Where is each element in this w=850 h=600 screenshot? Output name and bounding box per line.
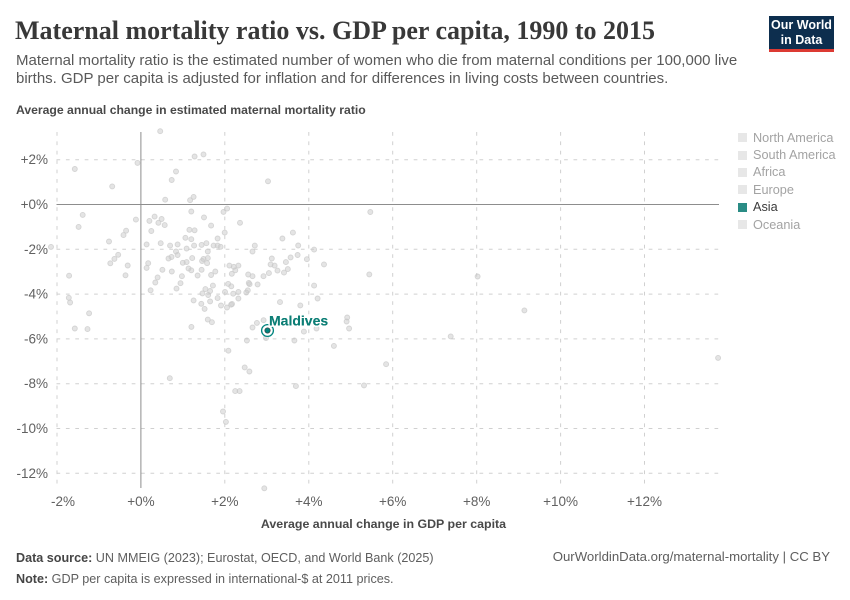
svg-text:+0%: +0% xyxy=(21,197,48,212)
svg-text:-2%: -2% xyxy=(24,242,48,257)
svg-text:+6%: +6% xyxy=(379,494,406,509)
svg-text:Maldives: Maldives xyxy=(269,313,328,329)
svg-text:+2%: +2% xyxy=(21,152,48,167)
svg-text:-2%: -2% xyxy=(51,494,75,509)
svg-text:-10%: -10% xyxy=(16,421,48,436)
svg-text:+8%: +8% xyxy=(463,494,490,509)
svg-text:+2%: +2% xyxy=(211,494,238,509)
svg-text:-12%: -12% xyxy=(16,466,48,481)
svg-text:+0%: +0% xyxy=(127,494,154,509)
svg-text:+4%: +4% xyxy=(295,494,322,509)
svg-text:-6%: -6% xyxy=(24,331,48,346)
svg-text:+12%: +12% xyxy=(627,494,662,509)
svg-text:Maldives: Maldives xyxy=(269,313,328,329)
svg-text:+10%: +10% xyxy=(543,494,578,509)
svg-text:-8%: -8% xyxy=(24,376,48,391)
svg-text:-4%: -4% xyxy=(24,287,48,302)
